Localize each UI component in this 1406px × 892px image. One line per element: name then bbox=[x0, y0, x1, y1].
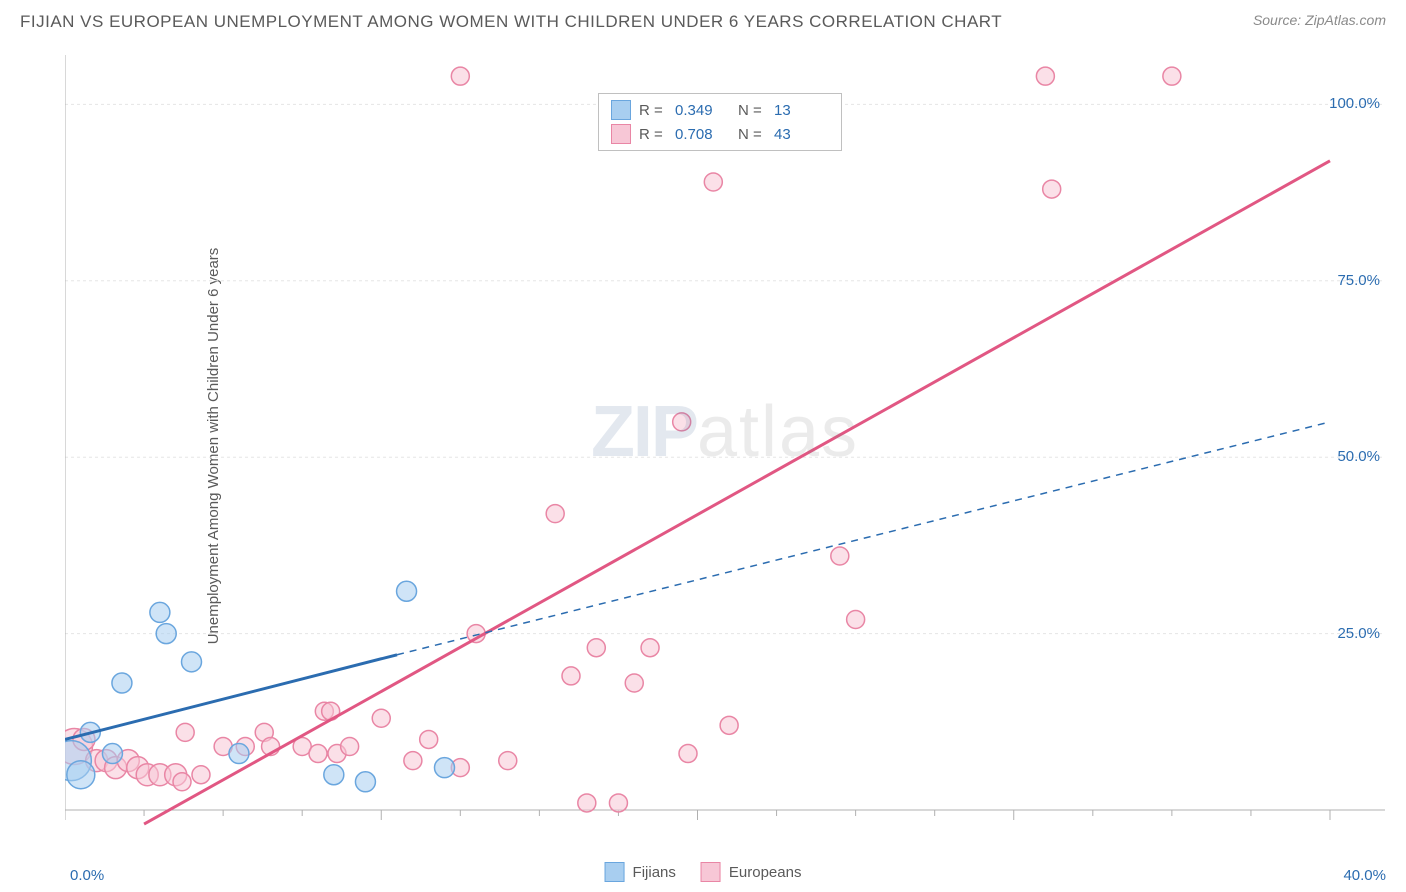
europeans-n-value: 43 bbox=[774, 126, 829, 143]
fijians-swatch-icon bbox=[611, 100, 631, 120]
n-label: N = bbox=[738, 102, 766, 119]
stats-row-europeans: R = 0.708 N = 43 bbox=[611, 122, 829, 146]
x-axis-max-label: 40.0% bbox=[1343, 867, 1386, 884]
r-label: R = bbox=[639, 102, 667, 119]
fijians-legend-swatch-icon bbox=[605, 862, 625, 882]
bottom-legend: Fijians Europeans bbox=[605, 862, 802, 882]
source-label: Source: ZipAtlas.com bbox=[1253, 12, 1386, 32]
y-tick-label: 100.0% bbox=[1329, 95, 1380, 112]
n-label: N = bbox=[738, 126, 766, 143]
stats-row-fijians: R = 0.349 N = 13 bbox=[611, 98, 829, 122]
x-axis-min-label: 0.0% bbox=[70, 867, 104, 884]
fijians-r-value: 0.349 bbox=[675, 102, 730, 119]
europeans-swatch-icon bbox=[611, 124, 631, 144]
chart-container: ZIPatlas R = 0.349 N = 13 R = 0.708 N = … bbox=[65, 45, 1385, 835]
fijians-n-value: 13 bbox=[774, 102, 829, 119]
fijians-legend-label: Fijians bbox=[633, 864, 676, 881]
header: FIJIAN VS EUROPEAN UNEMPLOYMENT AMONG WO… bbox=[0, 0, 1406, 40]
r-label: R = bbox=[639, 126, 667, 143]
legend-item-fijians: Fijians bbox=[605, 862, 676, 882]
stats-box: R = 0.349 N = 13 R = 0.708 N = 43 bbox=[598, 93, 842, 151]
y-tick-label: 25.0% bbox=[1337, 625, 1380, 642]
y-tick-label: 50.0% bbox=[1337, 448, 1380, 465]
scatter-plot bbox=[65, 45, 1385, 835]
europeans-legend-swatch-icon bbox=[701, 862, 721, 882]
chart-title: FIJIAN VS EUROPEAN UNEMPLOYMENT AMONG WO… bbox=[20, 12, 1002, 32]
legend-item-europeans: Europeans bbox=[701, 862, 802, 882]
europeans-r-value: 0.708 bbox=[675, 126, 730, 143]
europeans-legend-label: Europeans bbox=[729, 864, 802, 881]
y-tick-label: 75.0% bbox=[1337, 272, 1380, 289]
